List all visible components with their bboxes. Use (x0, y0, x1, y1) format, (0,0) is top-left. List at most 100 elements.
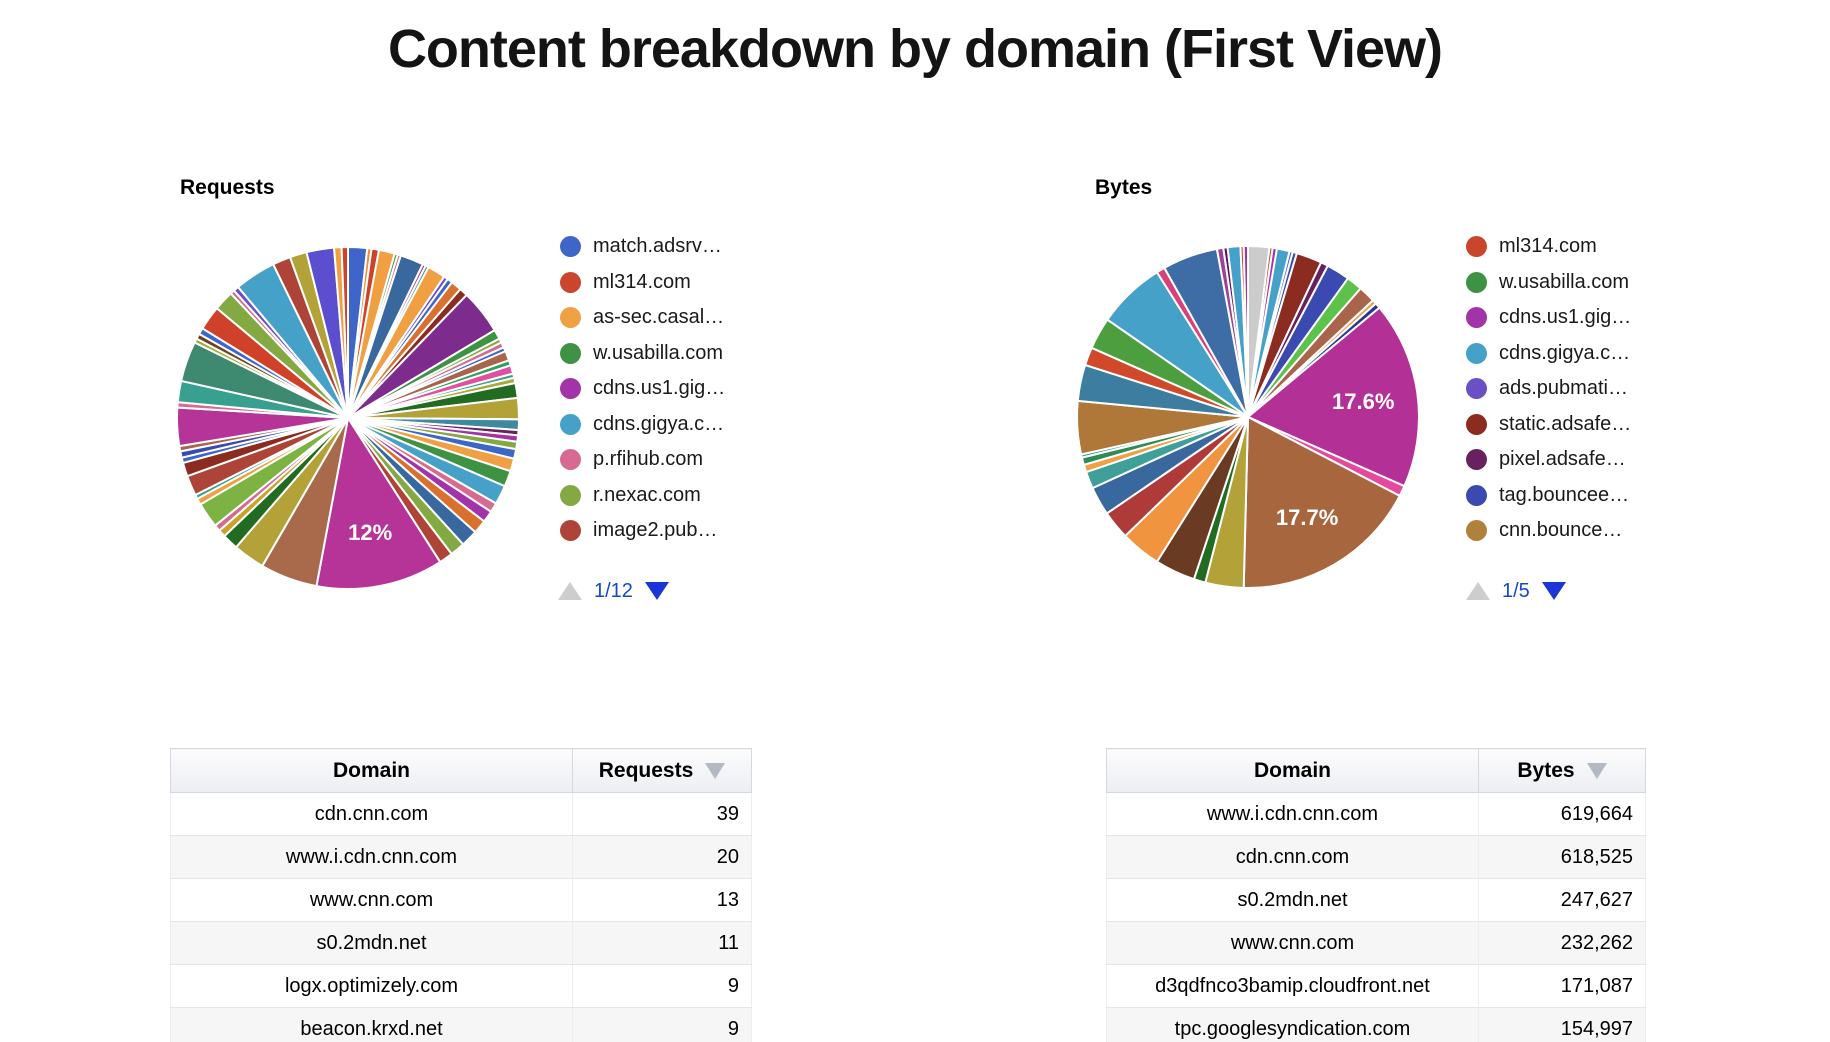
requests-legend: match.adsrv… ml314.com as-sec.casal… w.usab… (560, 229, 725, 549)
pie-slice-percent-label: 17.6% (1332, 389, 1394, 414)
pie-slice[interactable] (1246, 306, 1420, 488)
legend-label: cdns.gigya.c… (1499, 341, 1631, 364)
legend-item[interactable]: ml314.com (1466, 229, 1631, 265)
legend-swatch-icon (1466, 413, 1487, 435)
legend-label: ml314.com (1499, 235, 1597, 258)
table-header-label: Requests (598, 758, 694, 782)
legend-item[interactable]: cdns.gigya.c… (560, 407, 725, 443)
data-table: Domain Requests cdn.cnn.com 39 www.i.cdn.cnn… (170, 748, 752, 1042)
requests-pie-chart[interactable]: 12% (158, 228, 538, 608)
domain-cell: s0.2mdn.net (1106, 878, 1479, 922)
legend-item[interactable]: static.adsafe… (1466, 407, 1631, 443)
data-table: Domain Bytes www.i.cdn.cnn.com 619,664 cdn.c… (1106, 748, 1646, 1042)
pie-slice[interactable] (1242, 244, 1249, 418)
table-row[interactable]: tpc.googlesyndication.com 154,997 (1106, 1007, 1646, 1042)
legend-swatch-icon (1466, 307, 1487, 329)
legend-item[interactable]: match.adsrv… (560, 229, 725, 265)
legend-label: cdns.gigya.c… (593, 412, 725, 435)
value-cell: 232,262 (1478, 921, 1646, 965)
table-row[interactable]: www.cnn.com 13 (170, 878, 752, 922)
value-cell: 20 (572, 835, 752, 879)
value-cell: 9 (572, 1007, 752, 1042)
legend-swatch-icon (560, 484, 581, 506)
legend-swatch-icon (560, 236, 581, 258)
table-row[interactable]: www.i.cdn.cnn.com 20 (170, 835, 752, 879)
legend-item[interactable]: tag.bouncee… (1466, 478, 1631, 514)
table-row[interactable]: s0.2mdn.net 11 (170, 921, 752, 965)
legend-item[interactable]: r.nexac.com (560, 478, 725, 514)
bytes-table: Domain Bytes www.i.cdn.cnn.com 619,664 cdn.c… (1106, 748, 1646, 1042)
domain-cell: www.cnn.com (1106, 921, 1479, 965)
table-row[interactable]: s0.2mdn.net 247,627 (1106, 878, 1646, 922)
legend-swatch-icon (1466, 236, 1487, 258)
domain-cell: d3qdfnco3bamip.cloudfront.net (1106, 964, 1479, 1008)
table-header-domain[interactable]: Domain (1106, 748, 1479, 793)
bytes-chart-title: Bytes (1095, 176, 1153, 199)
legend-label: static.adsafe… (1499, 412, 1632, 435)
legend-swatch-icon (560, 342, 581, 364)
table-header-domain[interactable]: Domain (170, 748, 573, 793)
domain-cell: beacon.krxd.net (170, 1007, 573, 1042)
legend-label: r.nexac.com (593, 483, 701, 506)
legend-item[interactable]: cdns.us1.gig… (1466, 300, 1631, 336)
legend-item[interactable]: cdns.us1.gig… (560, 371, 725, 407)
legend-swatch-icon (560, 307, 581, 329)
legend-swatch-icon (560, 413, 581, 435)
legend-item[interactable]: ml314.com (560, 265, 725, 301)
domain-cell: cdn.cnn.com (1106, 835, 1479, 879)
value-cell: 11 (572, 921, 752, 965)
domain-cell: s0.2mdn.net (170, 921, 573, 965)
pie-slice[interactable] (315, 415, 442, 591)
legend-item[interactable]: cdns.gigya.c… (1466, 336, 1631, 372)
table-row[interactable]: www.i.cdn.cnn.com 619,664 (1106, 792, 1646, 836)
pie-slice-percent-label: 12% (348, 520, 392, 545)
table-row[interactable]: beacon.krxd.net 9 (170, 1007, 752, 1042)
domain-cell: www.i.cdn.cnn.com (1106, 792, 1479, 836)
legend-label: image2.pub… (593, 519, 718, 542)
legend-item[interactable]: w.usabilla.com (1466, 265, 1631, 301)
legend-swatch-icon (1466, 342, 1487, 364)
table-row[interactable]: www.cnn.com 232,262 (1106, 921, 1646, 965)
page-title: Content breakdown by domain (First View) (387, 19, 1443, 79)
legend-label: cdns.us1.gig… (1499, 306, 1632, 329)
legend-item[interactable]: ads.pubmati… (1466, 371, 1631, 407)
legend-label: w.usabilla.com (1499, 270, 1630, 293)
legend-item[interactable]: cnn.bounce… (1466, 513, 1631, 549)
table-row[interactable]: cdn.cnn.com 39 (170, 792, 752, 836)
bytes-legend-pager: 1/5 (1466, 578, 1566, 604)
value-cell: 13 (572, 878, 752, 922)
legend-item[interactable]: image2.pub… (560, 513, 725, 549)
legend-label: cdns.us1.gig… (593, 377, 726, 400)
legend-item[interactable]: pixel.adsafe… (1466, 442, 1631, 478)
legend-label: ads.pubmati… (1499, 377, 1628, 400)
requests-legend-pager: 1/12 (558, 578, 669, 604)
legend-item[interactable]: w.usabilla.com (560, 336, 725, 372)
legend-page-next-button[interactable] (644, 582, 669, 600)
legend-swatch-icon (1466, 271, 1487, 293)
legend-label: match.adsrv… (593, 235, 722, 258)
legend-item[interactable]: as-sec.casal… (560, 300, 725, 336)
sort-descending-icon (705, 762, 726, 779)
requests-chart-title: Requests (180, 176, 275, 199)
table-row[interactable]: d3qdfnco3bamip.cloudfront.net 171,087 (1106, 964, 1646, 1008)
table-row[interactable]: cdn.cnn.com 618,525 (1106, 835, 1646, 879)
legend-swatch-icon (560, 520, 581, 542)
value-cell: 247,627 (1478, 878, 1646, 922)
legend-item[interactable]: p.rfihub.com (560, 442, 725, 478)
legend-label: tag.bouncee… (1499, 483, 1630, 506)
legend-label: cnn.bounce… (1499, 519, 1623, 542)
legend-page-prev-button[interactable] (1466, 582, 1490, 600)
legend-label: pixel.adsafe… (1499, 448, 1626, 471)
bytes-pie-chart[interactable]: 17.6% 17.7% (1058, 227, 1438, 607)
legend-page-next-button[interactable] (1541, 582, 1566, 600)
table-header-bytes[interactable]: Bytes (1478, 748, 1646, 793)
legend-label: w.usabilla.com (593, 341, 724, 364)
pie-slice[interactable] (1242, 415, 1402, 589)
value-cell: 9 (572, 964, 752, 1008)
table-row[interactable]: logx.optimizely.com 9 (170, 964, 752, 1008)
legend-page-prev-button[interactable] (558, 582, 582, 600)
table-header-requests[interactable]: Requests (572, 748, 752, 793)
pie-slice[interactable] (340, 245, 349, 419)
requests-table: Domain Requests cdn.cnn.com 39 www.i.cdn.cnn… (170, 748, 752, 1042)
